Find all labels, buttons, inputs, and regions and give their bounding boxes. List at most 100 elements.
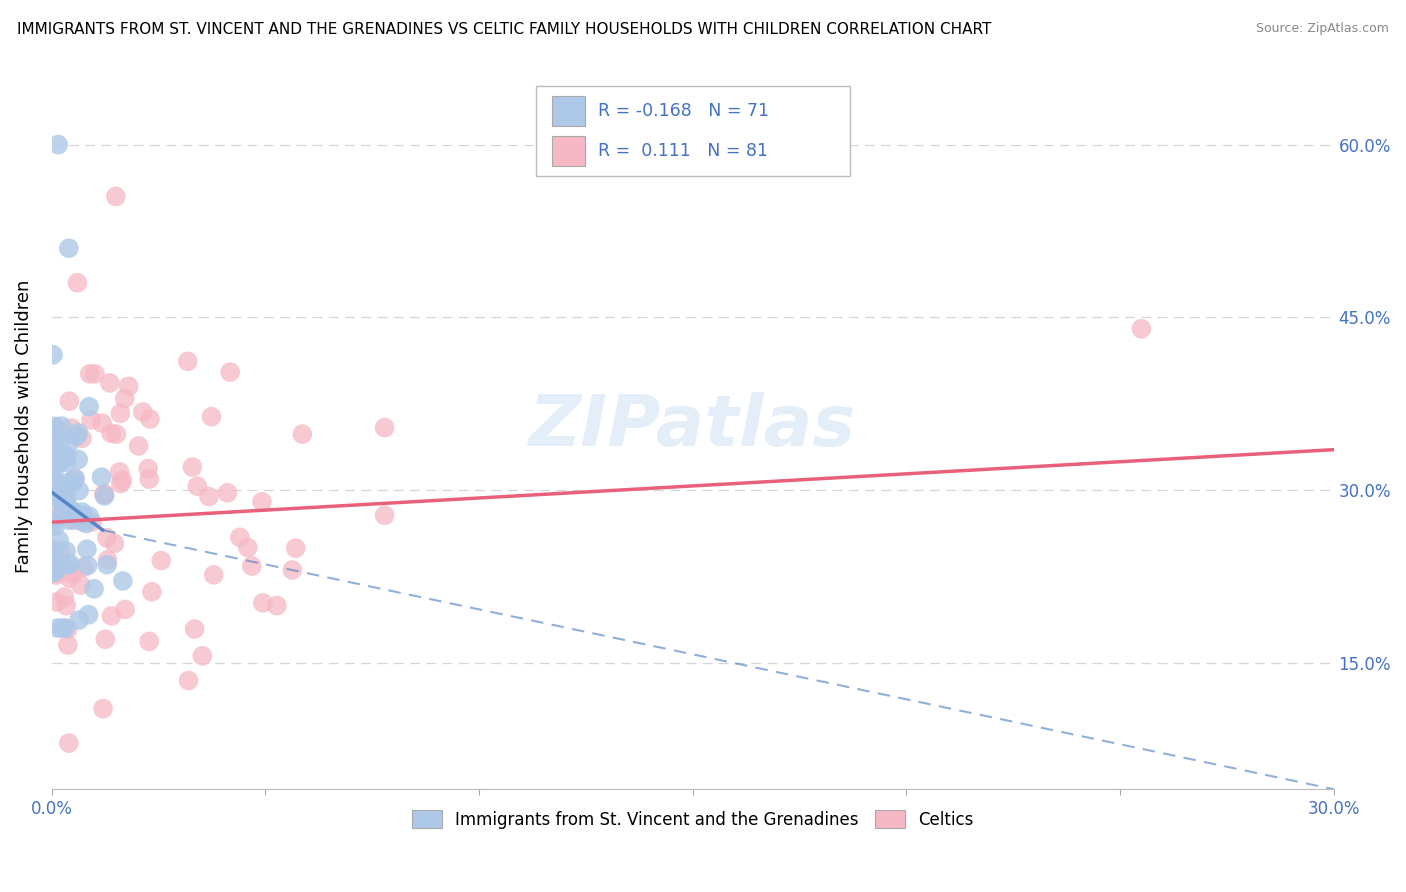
Point	[55, 491, 77, 506]
Point	[84, 367, 107, 381]
Point	[67, 425, 90, 440]
Point	[42, 548, 65, 562]
Point	[374, 420, 396, 434]
Point	[150, 553, 173, 567]
Point	[44, 432, 66, 446]
Point	[138, 634, 160, 648]
Point	[42, 348, 65, 362]
Point	[42, 556, 65, 570]
Point	[281, 563, 304, 577]
Point	[110, 476, 132, 491]
Point	[56, 638, 79, 652]
Point	[83, 582, 105, 596]
Point	[51, 621, 73, 635]
Point	[45, 421, 67, 435]
Point	[98, 376, 121, 390]
Point	[177, 354, 200, 368]
Point	[55, 544, 77, 558]
Point	[58, 571, 80, 585]
Point	[55, 455, 77, 469]
Point	[49, 432, 72, 446]
Point	[80, 413, 103, 427]
Point	[46, 478, 69, 492]
Point	[44, 456, 66, 470]
Point	[46, 621, 69, 635]
Point	[49, 543, 72, 558]
Point	[59, 513, 82, 527]
Point	[53, 621, 76, 635]
Point	[62, 475, 84, 490]
Text: R = -0.168   N = 71: R = -0.168 N = 71	[598, 103, 769, 120]
Point	[97, 553, 120, 567]
Point	[42, 516, 65, 530]
Point	[58, 241, 80, 255]
Point	[111, 574, 134, 588]
Point	[266, 599, 288, 613]
Point	[91, 701, 114, 715]
Point	[60, 502, 83, 516]
Point	[114, 602, 136, 616]
Point	[67, 613, 90, 627]
Point	[217, 486, 239, 500]
Point	[138, 472, 160, 486]
Point	[45, 556, 67, 570]
Point	[114, 392, 136, 406]
Y-axis label: Family Households with Children: Family Households with Children	[15, 280, 32, 574]
Point	[94, 632, 117, 647]
Point	[46, 137, 69, 152]
Point	[70, 431, 93, 445]
Point	[183, 622, 205, 636]
Point	[58, 436, 80, 450]
Point	[51, 419, 73, 434]
Point	[128, 439, 150, 453]
Point	[55, 496, 77, 510]
Point	[105, 427, 128, 442]
Point	[42, 443, 65, 458]
Point	[67, 483, 90, 498]
Point	[291, 427, 314, 442]
Point	[240, 559, 263, 574]
Point	[198, 490, 221, 504]
Point	[56, 622, 79, 636]
Point	[93, 489, 115, 503]
Point	[75, 516, 97, 531]
Point	[53, 448, 76, 462]
Point	[55, 450, 77, 464]
Point	[59, 475, 82, 489]
Point	[76, 542, 98, 557]
Point	[65, 513, 87, 527]
Point	[77, 400, 100, 414]
Point	[77, 509, 100, 524]
Point	[200, 409, 222, 424]
Point	[42, 566, 65, 580]
Point	[52, 495, 75, 509]
Point	[69, 578, 91, 592]
Point	[93, 487, 115, 501]
Bar	[551, 96, 585, 127]
Point	[66, 276, 89, 290]
Point	[56, 558, 79, 572]
Point	[55, 487, 77, 501]
Point	[42, 429, 65, 443]
Point	[77, 607, 100, 622]
Point	[44, 419, 66, 434]
Point	[42, 475, 65, 489]
Point	[136, 461, 159, 475]
Point	[45, 595, 67, 609]
Point	[72, 560, 94, 574]
Point	[236, 541, 259, 555]
Point	[100, 608, 122, 623]
Point	[49, 455, 72, 469]
Point	[141, 584, 163, 599]
Point	[91, 416, 114, 430]
Point	[1130, 322, 1153, 336]
Point	[202, 567, 225, 582]
Point	[62, 567, 84, 582]
Point	[139, 412, 162, 426]
Point	[42, 472, 65, 486]
Point	[58, 394, 80, 409]
Point	[45, 563, 67, 577]
Point	[52, 508, 75, 522]
Point	[59, 557, 82, 571]
FancyBboxPatch shape	[536, 86, 851, 177]
